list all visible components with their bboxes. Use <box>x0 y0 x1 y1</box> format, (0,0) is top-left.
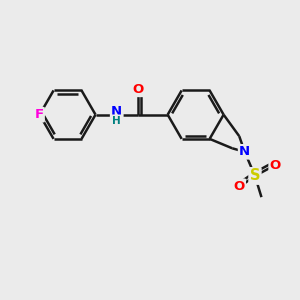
Text: N: N <box>111 105 122 118</box>
Text: S: S <box>250 169 260 184</box>
Text: H: H <box>112 116 121 126</box>
Text: F: F <box>34 108 43 121</box>
Text: O: O <box>233 180 245 193</box>
Text: O: O <box>132 83 144 96</box>
Text: O: O <box>270 159 281 172</box>
Text: N: N <box>239 145 250 158</box>
